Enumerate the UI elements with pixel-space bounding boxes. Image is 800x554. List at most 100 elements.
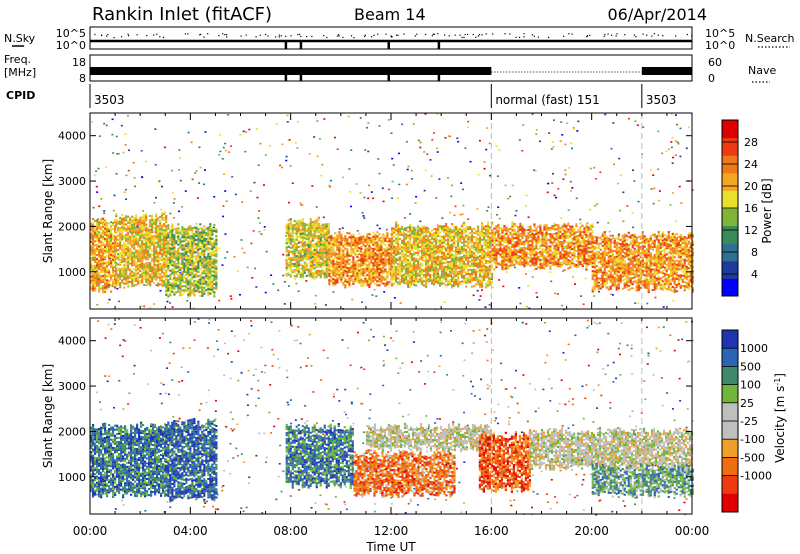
echo-cell <box>96 245 99 248</box>
echo-cell <box>151 276 154 279</box>
echo-cell <box>498 149 501 152</box>
echo-cell <box>325 243 328 246</box>
echo-cell <box>477 262 480 265</box>
echo-cell <box>106 263 109 266</box>
echo-cell <box>315 276 318 279</box>
echo-cell <box>372 254 375 257</box>
echo-cell <box>183 240 186 243</box>
echo-cell <box>471 240 474 243</box>
echo-cell <box>127 229 130 232</box>
echo-cell <box>552 146 555 148</box>
echo-cell <box>258 230 261 233</box>
echo-cell <box>415 284 418 287</box>
echo-cell <box>157 217 160 220</box>
echo-cell <box>328 238 331 241</box>
echo-cell <box>191 288 194 291</box>
echo-cell <box>160 208 163 211</box>
echo-cell <box>376 263 379 266</box>
echo-cell <box>431 237 434 240</box>
echo-cell <box>421 246 424 249</box>
echo-cell <box>374 268 377 271</box>
echo-cell <box>167 269 170 272</box>
echo-cell <box>100 271 103 274</box>
echo-cell <box>209 276 212 279</box>
echo-cell <box>569 190 572 192</box>
echo-cell <box>362 241 365 244</box>
echo-cell <box>473 256 476 259</box>
echo-cell <box>618 157 621 160</box>
echo-cell <box>459 258 462 261</box>
echo-cell <box>301 230 304 233</box>
echo-cell <box>114 253 117 256</box>
echo-cell <box>106 244 109 247</box>
echo-cell <box>612 234 615 237</box>
echo-cell <box>342 243 345 246</box>
echo-cell <box>153 257 156 260</box>
echo-cell <box>195 283 198 286</box>
echo-cell <box>409 248 412 251</box>
echo-cell <box>566 122 569 125</box>
echo-cell <box>677 142 680 145</box>
echo-cell <box>201 292 204 295</box>
echo-cell <box>657 130 660 133</box>
echo-cell <box>380 252 383 255</box>
echo-cell <box>159 232 162 235</box>
echo-cell <box>313 253 316 256</box>
echo-cell <box>435 252 438 255</box>
echo-cell <box>465 271 468 274</box>
echo-cell <box>328 184 331 187</box>
echo-cell <box>173 256 176 259</box>
echo-cell <box>110 239 113 242</box>
echo-cell <box>181 234 184 237</box>
echo-cell <box>380 240 383 243</box>
echo-cell <box>364 279 367 282</box>
echo-cell <box>108 253 111 256</box>
echo-cell <box>350 269 353 272</box>
echo-cell <box>525 194 528 197</box>
echo-cell <box>467 268 470 272</box>
echo-cell <box>181 260 184 263</box>
echo-cell <box>451 261 454 264</box>
echo-cell <box>401 248 404 251</box>
echo-cell <box>299 235 302 238</box>
echo-cell <box>153 247 156 250</box>
echo-cell <box>429 269 432 272</box>
nsearch-point <box>338 35 340 37</box>
echo-cell <box>94 260 97 263</box>
echo-cell <box>153 255 156 258</box>
echo-cell <box>332 259 335 262</box>
echo-cell <box>179 256 182 259</box>
echo-cell <box>215 271 218 274</box>
echo-cell <box>498 279 501 281</box>
echo-cell <box>191 282 194 285</box>
echo-cell <box>350 246 353 249</box>
echo-cell <box>213 252 216 255</box>
echo-cell <box>218 247 221 250</box>
echo-cell <box>102 274 105 277</box>
echo-cell <box>203 231 206 234</box>
echo-cell <box>198 182 201 184</box>
echo-cell <box>315 231 318 234</box>
echo-cell <box>321 256 324 259</box>
echo-cell <box>596 203 599 205</box>
echo-cell <box>177 290 180 293</box>
echo-cell <box>169 290 172 293</box>
echo-cell <box>189 227 192 230</box>
echo-cell <box>362 215 365 217</box>
echo-cell <box>155 258 158 261</box>
echo-cell <box>433 271 436 274</box>
echo-cell <box>455 268 458 271</box>
echo-cell <box>297 290 300 293</box>
echo-cell <box>405 253 408 256</box>
echo-cell <box>149 278 152 281</box>
echo-cell <box>184 190 187 192</box>
echo-cell <box>419 245 422 248</box>
echo-cell <box>102 252 105 255</box>
echo-cell <box>173 267 176 270</box>
echo-cell <box>368 255 371 258</box>
echo-cell <box>362 272 365 275</box>
echo-cell <box>163 225 166 228</box>
echo-cell <box>473 242 476 245</box>
echo-cell <box>167 283 170 286</box>
echo-cell <box>376 276 379 279</box>
